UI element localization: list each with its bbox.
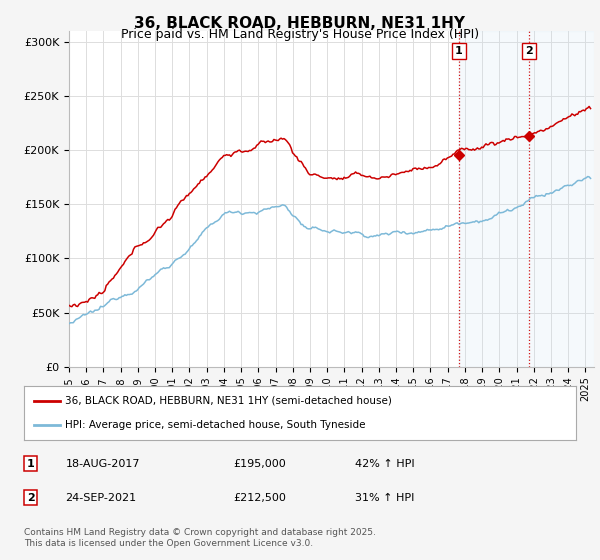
Text: 18-AUG-2017: 18-AUG-2017 [65, 459, 140, 469]
Bar [458, 31, 594, 367]
Text: 1: 1 [455, 46, 463, 56]
Text: 42% ↑ HPI: 42% ↑ HPI [355, 459, 415, 469]
Text: Contains HM Land Registry data © Crown copyright and database right 2025.
This d: Contains HM Land Registry data © Crown c… [24, 528, 376, 548]
Text: HPI: Average price, semi-detached house, South Tyneside: HPI: Average price, semi-detached house,… [65, 420, 366, 430]
Text: Price paid vs. HM Land Registry's House Price Index (HPI): Price paid vs. HM Land Registry's House … [121, 28, 479, 41]
Text: £195,000: £195,000 [234, 459, 287, 469]
Text: 36, BLACK ROAD, HEBBURN, NE31 1HY: 36, BLACK ROAD, HEBBURN, NE31 1HY [134, 16, 466, 31]
Text: 2: 2 [525, 46, 533, 56]
Text: 1: 1 [27, 459, 35, 469]
Text: 2: 2 [27, 493, 35, 502]
Text: 24-SEP-2021: 24-SEP-2021 [65, 493, 137, 502]
Text: £212,500: £212,500 [234, 493, 287, 502]
Text: 36, BLACK ROAD, HEBBURN, NE31 1HY (semi-detached house): 36, BLACK ROAD, HEBBURN, NE31 1HY (semi-… [65, 396, 392, 406]
Text: 31% ↑ HPI: 31% ↑ HPI [355, 493, 415, 502]
